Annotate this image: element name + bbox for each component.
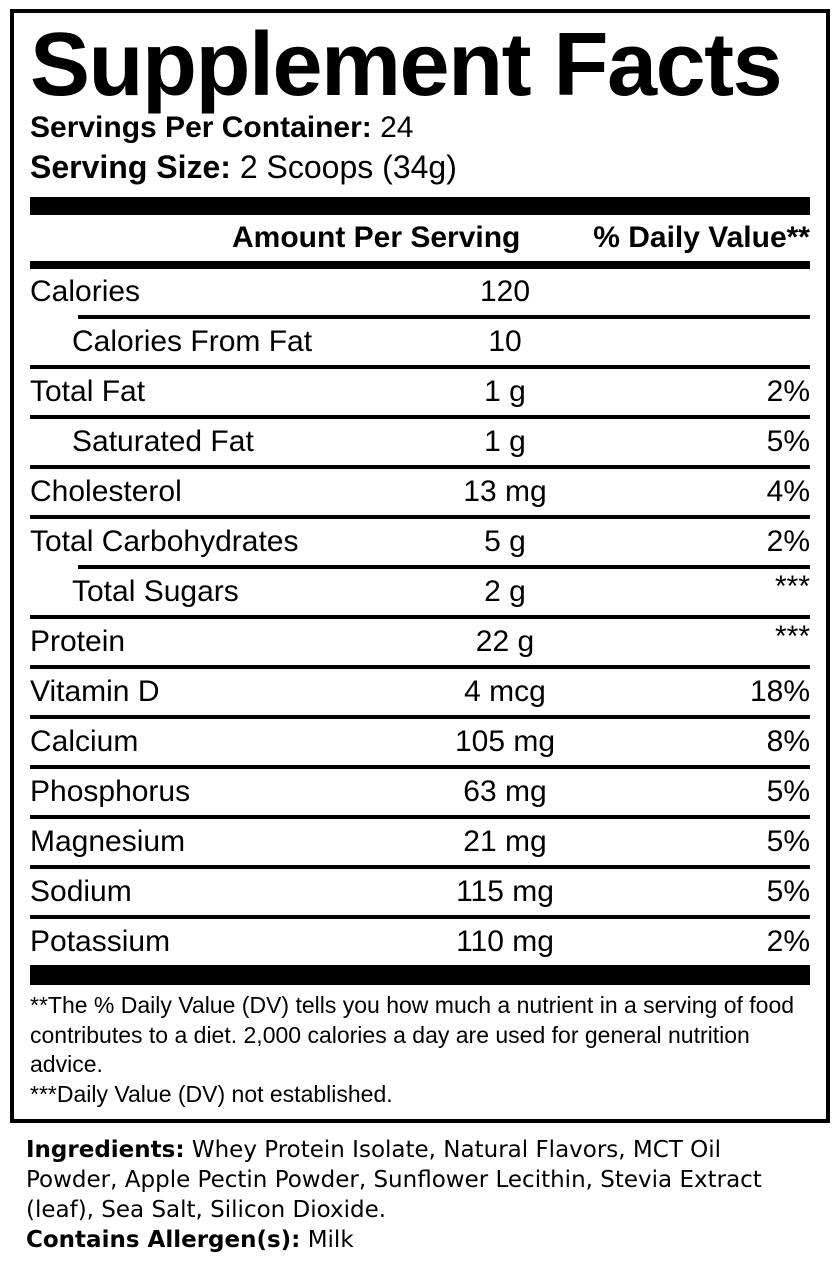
- nutrient-row-potassium: Potassium 110 mg 2%: [30, 919, 810, 965]
- nutrient-row-calories: Calories 120: [30, 269, 810, 315]
- servings-per-container-value: 24: [380, 110, 414, 144]
- row-separator: [30, 715, 810, 720]
- panel-title: Supplement Facts: [30, 15, 783, 115]
- supplement-facts-panel: Supplement Facts Servings Per Container:…: [10, 9, 830, 1123]
- row-separator: [30, 615, 810, 620]
- nutrient-amount: 1 g: [484, 375, 526, 409]
- nutrient-name: Total Carbohydrates: [30, 525, 299, 559]
- nutrient-amount: 120: [479, 275, 531, 309]
- nutrient-amount: 2 g: [484, 575, 526, 609]
- nutrient-row-total-carbohydrates: Total Carbohydrates 5 g 2%: [30, 519, 810, 565]
- nutrient-amount: 63 mg: [463, 775, 547, 809]
- nutrient-name: Calories From Fat: [72, 325, 313, 359]
- allergen-line: Contains Allergen(s): Milk: [26, 1226, 814, 1256]
- nutrient-name: Potassium: [30, 925, 171, 959]
- nutrient-name: Protein: [30, 625, 126, 659]
- servings-per-container-line: Servings Per Container: 24: [30, 108, 810, 148]
- row-separator: [30, 815, 810, 820]
- servings-per-container-label: Servings Per Container:: [30, 110, 372, 144]
- divider-bar-header: [30, 261, 810, 270]
- allergen-label: Contains Allergen(s):: [26, 1226, 301, 1253]
- nutrient-row-cholesterol: Cholesterol 13 mg 4%: [30, 469, 810, 515]
- nutrient-amount: 13 mg: [463, 475, 547, 509]
- nutrient-daily-value: 5%: [766, 825, 810, 859]
- row-separator: [30, 415, 810, 420]
- nutrient-row-total-sugars: Total Sugars 2 g ***: [30, 569, 810, 615]
- nutrient-name: Total Sugars: [72, 575, 239, 609]
- row-separator: [30, 665, 810, 670]
- nutrient-name: Cholesterol: [30, 475, 182, 509]
- row-separator: [78, 315, 810, 320]
- not-established-footnote: ***Daily Value (DV) not established.: [30, 1080, 393, 1107]
- nutrient-daily-value: 8%: [766, 725, 810, 759]
- nutrient-daily-value: ***: [774, 620, 810, 654]
- nutrient-daily-value: 18%: [749, 675, 810, 709]
- nutrient-row-protein: Protein 22 g ***: [30, 619, 810, 665]
- nutrient-daily-value: 5%: [766, 425, 810, 459]
- divider-bar-top: [30, 197, 810, 216]
- nutrient-name: Vitamin D: [30, 675, 160, 709]
- nutrient-daily-value: 4%: [766, 475, 810, 509]
- nutrient-row-calcium: Calcium 105 mg 8%: [30, 719, 810, 765]
- row-separator: [78, 565, 810, 570]
- nutrient-amount: 5 g: [484, 525, 526, 559]
- nutrient-name: Calories: [30, 275, 141, 309]
- serving-size-label: Serving Size:: [30, 149, 231, 186]
- nutrient-amount: 115 mg: [456, 875, 554, 909]
- nutrient-amount: 1 g: [484, 425, 526, 459]
- nutrient-name: Phosphorus: [30, 775, 191, 809]
- nutrient-name: Calcium: [30, 725, 139, 759]
- amount-per-serving-header: Amount Per Serving: [232, 221, 521, 255]
- ingredients-label: Ingredients:: [26, 1136, 185, 1163]
- nutrient-name: Magnesium: [30, 825, 186, 859]
- serving-size-line: Serving Size: 2 Scoops (34g): [30, 147, 810, 187]
- nutrient-daily-value: 2%: [766, 925, 810, 959]
- ingredients-line: Ingredients: Whey Protein Isolate, Natur…: [26, 1136, 814, 1226]
- row-separator: [30, 765, 810, 770]
- row-separator: [30, 865, 810, 870]
- nutrient-rows: Calories 120 Calories From Fat 10 Total Fat 1…: [30, 269, 810, 965]
- ingredients-list: Whey Protein Isolate, Natural Flavors, M…: [26, 1136, 762, 1223]
- nutrient-row-sodium: Sodium 115 mg 5%: [30, 869, 810, 915]
- nutrient-amount: 21 mg: [463, 825, 547, 859]
- nutrient-name: Sodium: [30, 875, 132, 909]
- nutrient-row-phosphorus: Phosphorus 63 mg 5%: [30, 769, 810, 815]
- nutrient-amount: 105 mg: [454, 725, 556, 759]
- ingredients-section: Ingredients: Whey Protein Isolate, Natur…: [10, 1136, 830, 1256]
- nutrient-row-total-fat: Total Fat 1 g 2%: [30, 369, 810, 415]
- row-separator: [30, 465, 810, 470]
- row-separator: [30, 365, 810, 370]
- nutrient-row-vitamin-d: Vitamin D 4 mcg 18%: [30, 669, 810, 715]
- serving-size-value: 2 Scoops (34g): [239, 149, 457, 186]
- nutrient-daily-value: 2%: [766, 525, 810, 559]
- row-separator: [30, 515, 810, 520]
- nutrient-row-calories-from-fat: Calories From Fat 10: [30, 319, 810, 365]
- nutrient-row-saturated-fat: Saturated Fat 1 g 5%: [30, 419, 810, 465]
- nutrient-row-magnesium: Magnesium 21 mg 5%: [30, 819, 810, 865]
- nutrient-name: Total Fat: [30, 375, 146, 409]
- divider-bar-bottom: [30, 965, 810, 986]
- allergen-value: Milk: [300, 1226, 354, 1253]
- nutrient-amount: 22 g: [475, 625, 535, 659]
- nutrient-daily-value: 5%: [766, 775, 810, 809]
- nutrient-daily-value: 2%: [766, 375, 810, 409]
- nutrient-amount: 4 mcg: [464, 675, 546, 709]
- daily-value-header: % Daily Value**: [593, 221, 810, 255]
- nutrient-name: Saturated Fat: [72, 425, 254, 459]
- nutrient-daily-value: ***: [774, 570, 810, 604]
- nutrient-amount: 110 mg: [456, 925, 554, 959]
- nutrient-daily-value: 5%: [766, 875, 810, 909]
- row-separator: [30, 915, 810, 920]
- daily-value-footnote: **The % Daily Value (DV) tells you how m…: [30, 992, 795, 1078]
- nutrient-amount: 10: [488, 325, 522, 359]
- footnotes: **The % Daily Value (DV) tells you how m…: [30, 991, 810, 1109]
- table-header-row: Amount Per Serving % Daily Value**: [30, 215, 810, 261]
